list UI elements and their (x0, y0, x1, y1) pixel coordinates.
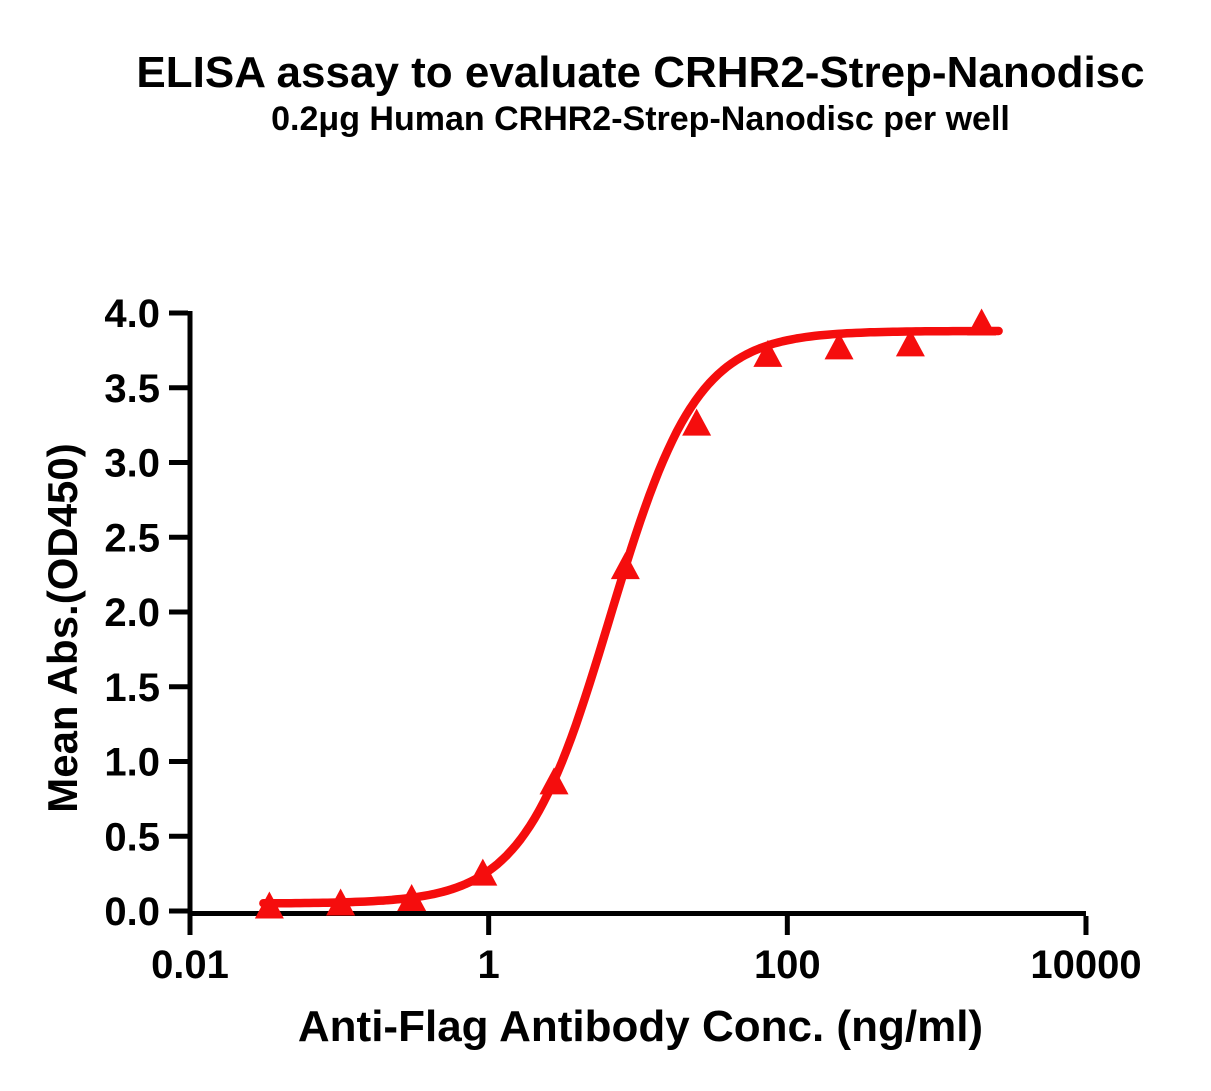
y-tick-label: 2.5 (104, 516, 160, 560)
y-tick-label: 2.0 (104, 591, 160, 635)
x-tick-label: 0.01 (151, 943, 229, 987)
y-tick-label: 0.0 (104, 890, 160, 934)
x-tick-label: 1 (478, 943, 500, 987)
y-tick-label: 3.5 (104, 367, 160, 411)
triangle-marker (326, 888, 356, 916)
y-tick-label: 1.5 (104, 666, 160, 710)
x-axis-label: Anti-Flag Antibody Conc. (ng/ml) (297, 1002, 984, 1051)
x-tick-label: 10000 (1030, 943, 1141, 987)
triangle-marker (967, 308, 997, 336)
triangle-marker (254, 891, 284, 919)
triangle-marker (753, 339, 783, 367)
triangle-marker (539, 767, 569, 795)
fit-curve (259, 326, 1003, 908)
triangle-marker (824, 332, 854, 360)
y-tick-label: 1.0 (104, 741, 160, 785)
x-tick-label: 100 (754, 943, 821, 987)
triangle-marker (397, 884, 427, 912)
y-axis-label: Mean Abs.(OD450) (39, 443, 86, 813)
chart-subtitle: 0.2μg Human CRHR2-Strep-Nanodisc per wel… (271, 100, 1010, 138)
y-tick-label: 0.5 (104, 815, 160, 859)
y-tick-label: 3.0 (104, 442, 160, 486)
triangle-marker (895, 329, 925, 357)
triangle-marker (610, 552, 640, 580)
triangle-marker (682, 408, 712, 436)
y-tick-label: 4.0 (104, 292, 160, 336)
triangle-marker (468, 858, 498, 886)
chart-title: ELISA assay to evaluate CRHR2-Strep-Nano… (136, 48, 1145, 97)
